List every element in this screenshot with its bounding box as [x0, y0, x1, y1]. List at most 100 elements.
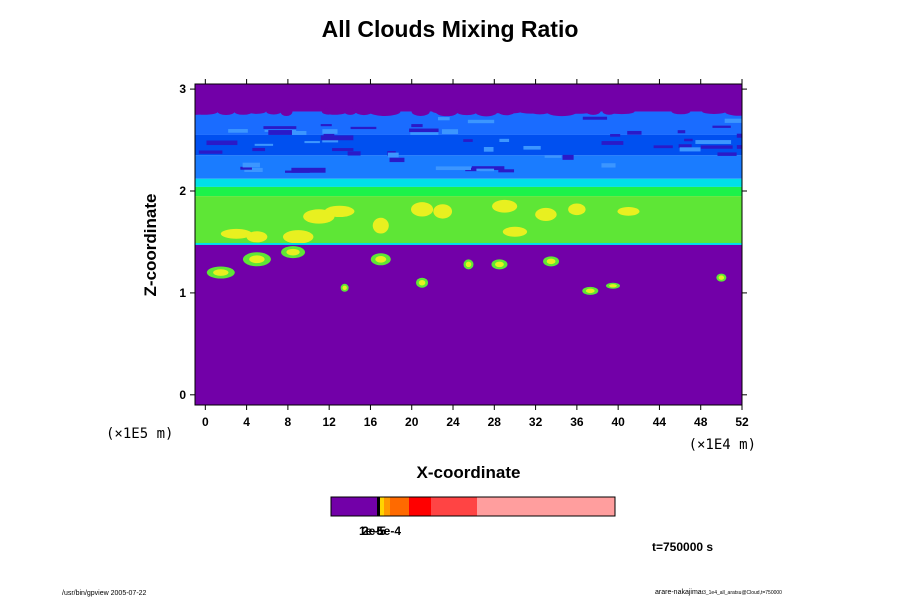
colorbar-segment	[377, 497, 380, 516]
y-tick-label: 3	[179, 82, 186, 96]
blue-texture	[627, 130, 642, 135]
blue-texture	[322, 129, 338, 134]
cloud-core	[324, 205, 355, 218]
blue-texture	[601, 163, 616, 168]
blue-texture	[736, 133, 742, 138]
top-edge	[475, 106, 498, 117]
top-edge	[491, 109, 522, 114]
cloud-core	[246, 231, 268, 243]
top-edge	[671, 108, 691, 115]
blue-texture	[252, 147, 266, 152]
x-axis-label: X-coordinate	[417, 463, 521, 482]
colorbar-tick-label: 2e-5	[362, 524, 386, 538]
blue-texture	[736, 145, 742, 149]
band-cyan	[195, 178, 742, 187]
blue-texture	[291, 167, 326, 173]
top-edge	[602, 108, 616, 115]
blue-texture	[523, 145, 541, 150]
cloud-core	[568, 203, 586, 216]
cloud-core	[282, 230, 314, 244]
chart-title: All Clouds Mixing Ratio	[321, 16, 579, 42]
blue-texture	[206, 140, 238, 146]
blue-texture	[677, 130, 686, 134]
blue-texture	[679, 147, 701, 152]
blue-texture	[483, 146, 494, 152]
blue-texture	[653, 145, 673, 149]
cloud-base-edge	[195, 242, 742, 245]
low-cloud-core	[609, 284, 617, 288]
x-tick-label: 32	[529, 415, 543, 429]
top-edge	[432, 109, 462, 114]
blue-texture	[467, 119, 495, 124]
top-edge	[322, 108, 347, 115]
blue-texture	[409, 128, 439, 133]
blue-texture	[441, 129, 459, 134]
top-edge	[368, 107, 401, 116]
footer-right: arare-nakajimat3_1e4_all_aratsu@Cloud,t=…	[655, 589, 782, 596]
top-edge	[702, 109, 726, 114]
band-background	[195, 84, 742, 112]
band-green	[195, 196, 742, 244]
top-edge	[530, 108, 550, 115]
blue-texture	[242, 162, 260, 168]
blue-texture	[285, 170, 310, 173]
blue-texture	[350, 126, 377, 130]
cloud-core	[410, 202, 434, 217]
blue-texture	[268, 130, 292, 135]
x-tick-label: 12	[322, 415, 336, 429]
top-edge	[608, 108, 635, 115]
colorbar-segment	[477, 497, 615, 516]
blue-texture	[465, 167, 480, 172]
time-annotation: t=750000 s	[652, 540, 714, 554]
blue-texture	[435, 166, 472, 171]
blue-texture	[724, 118, 742, 123]
blue-texture	[387, 152, 399, 158]
blue-texture	[254, 143, 274, 146]
low-cloud-core	[375, 255, 387, 263]
low-cloud-core	[213, 269, 229, 276]
colorbar-segment	[409, 497, 431, 516]
low-cloud-core	[286, 248, 300, 256]
blue-texture	[695, 140, 732, 144]
footer-right-author: arare-nakajima	[655, 589, 702, 596]
blue-texture	[601, 141, 624, 145]
blue-texture	[244, 167, 263, 172]
cloud-core	[502, 226, 528, 237]
blue-texture	[279, 130, 307, 135]
colorbar-segment	[331, 497, 377, 516]
y-tick-label: 2	[179, 184, 186, 198]
y-axis-label: Z-coordinate	[141, 194, 160, 297]
x-tick-label: 48	[694, 415, 708, 429]
blue-texture	[437, 117, 450, 121]
low-cloud-core	[418, 279, 426, 286]
x-tick-label: 36	[570, 415, 584, 429]
blue-texture	[471, 166, 505, 170]
blue-texture	[562, 154, 574, 160]
blue-texture	[411, 124, 423, 128]
x-tick-label: 28	[488, 415, 502, 429]
top-edge	[352, 109, 377, 114]
top-edge	[724, 107, 742, 116]
blue-texture	[228, 129, 248, 133]
x-tick-label: 8	[285, 415, 292, 429]
low-cloud-core	[465, 261, 472, 268]
colorbar-frame	[330, 496, 616, 517]
blue-texture	[410, 132, 439, 135]
x-tick-label: 24	[446, 415, 460, 429]
blue-texture	[544, 155, 562, 158]
plot-area	[195, 84, 742, 405]
top-edge	[564, 109, 593, 114]
blue-texture	[610, 134, 621, 137]
low-cloud-core	[495, 261, 504, 268]
blue-texture	[332, 148, 354, 152]
cloud-core	[492, 199, 518, 213]
colorbar-segment	[384, 497, 390, 516]
low-cloud-core	[546, 258, 556, 265]
blue-texture	[498, 169, 515, 173]
colorbar-segment	[380, 497, 384, 516]
blue-texture	[240, 166, 252, 170]
low-cloud-core	[249, 255, 265, 264]
blue-texture	[320, 124, 332, 127]
plot-frame	[194, 83, 743, 406]
